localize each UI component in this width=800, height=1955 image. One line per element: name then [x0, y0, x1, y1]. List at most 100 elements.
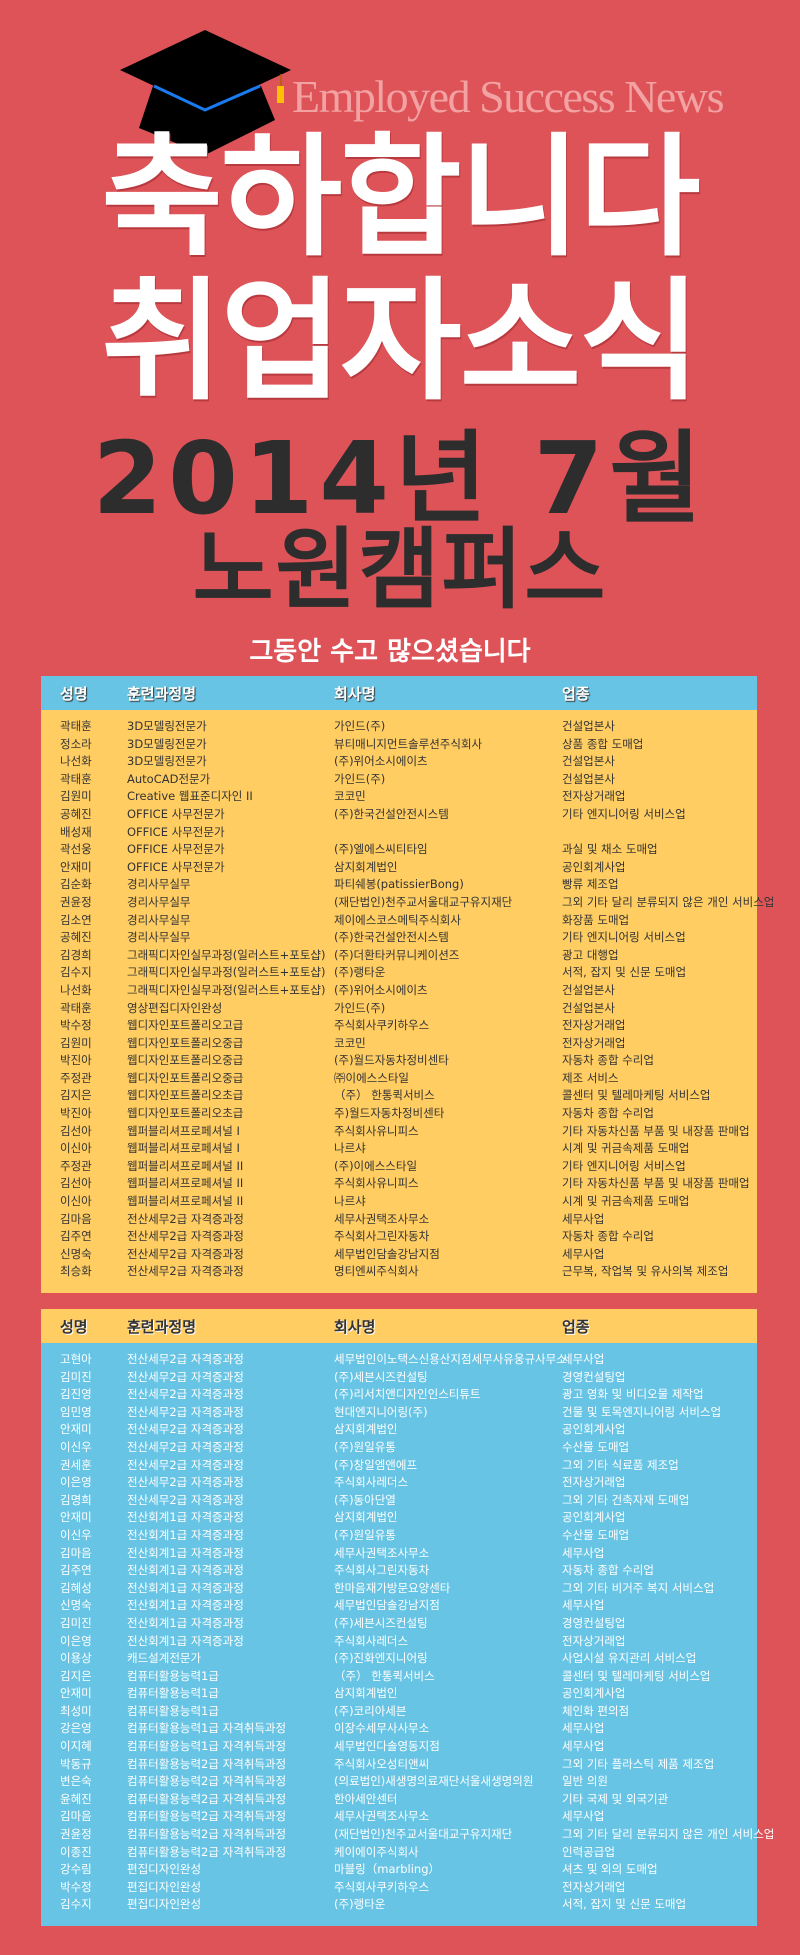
cell-name: 안재미	[60, 1422, 92, 1437]
cell-course: 웹디자인포트폴리오중급	[127, 1035, 244, 1050]
date-heading: 2014년 7월	[92, 420, 708, 537]
cell-name: 신명숙	[60, 1246, 92, 1261]
cell-industry: 경영컨설팅업	[562, 1369, 626, 1384]
cell-company: (주)리서치앤디자인인스티튜트	[334, 1387, 481, 1402]
cell-name: 박진아	[60, 1106, 92, 1121]
table-row: 곽태훈 AutoCAD전문가 가인드(주) 건설업본사	[41, 771, 757, 789]
cell-name: 김마음	[60, 1809, 92, 1824]
cell-company: (의료법인)새생명의료재단서울새생명의원	[334, 1774, 534, 1789]
cell-company: 마블링（marbling）	[334, 1862, 440, 1877]
cell-course: 전산세무2급 자격증과정	[127, 1475, 244, 1490]
cell-name: 김지은	[60, 1088, 92, 1103]
cell-name: 이신아	[60, 1141, 92, 1156]
cell-name: 박수정	[60, 1879, 92, 1894]
cell-industry: 세무사업	[562, 1246, 605, 1261]
table-row: 권세훈 전산세무2급 자격증과정 (주)창일엠앤에프 그외 기타 식료품 제조업	[41, 1457, 757, 1475]
cell-company: (주)창일엠앤에프	[334, 1457, 418, 1472]
cell-course: 웹퍼블리셔프로페셔널 II	[127, 1176, 244, 1191]
cell-company: (주)코리아세븐	[334, 1703, 407, 1718]
cell-name: 김수지	[60, 965, 92, 980]
cell-company: 삼지회계법인	[334, 1686, 398, 1701]
cell-industry: 수산물 도매업	[562, 1439, 630, 1454]
table-row: 김미진 전산회계1급 자격증과정 (주)세븐시즈컨설팅 경영컨설팅업	[41, 1615, 757, 1633]
table-row: 안재미 OFFICE 사무전문가 삼지회계법인 공인회계사업	[41, 859, 757, 877]
table-row: 최승화 전산세무2급 자격증과정 명티엔씨주식회사 근무복, 작업복 및 유사의복 제…	[41, 1263, 757, 1281]
cell-industry: 그외 기타 비거주 복지 서비스업	[562, 1580, 715, 1595]
cell-company: 나르샤	[334, 1194, 366, 1209]
cell-name: 김주연	[60, 1229, 92, 1244]
cell-name: 김지은	[60, 1668, 92, 1683]
cell-course: 웹퍼블리셔프로페셔널 II	[127, 1158, 244, 1173]
cell-industry: 전자상거래업	[562, 1879, 626, 1894]
cell-industry: 수산물 도매업	[562, 1527, 630, 1542]
table-row: 이신아 웹퍼블리셔프로페셔널 I 나르샤 시계 및 귀금속제품 도매업	[41, 1140, 757, 1158]
cell-industry: 광고 대행업	[562, 947, 619, 962]
brand-logo-text: Employed Success News	[292, 71, 724, 122]
table-row: 김마음 컴퓨터활용능력2급 자격취득과정 세무사권택조사무소 세무사업	[41, 1808, 757, 1826]
cell-company: 한아세안센터	[334, 1791, 398, 1806]
table-body: 곽태훈 3D모델링전문가 가인드(주) 건설업본사 정소라 3D모델링전문가 뷰티매니지먼트…	[41, 710, 774, 1293]
cell-company: (재단법인)천주교서울대교구유지재단	[334, 894, 513, 909]
cell-industry: 화장품 도매업	[562, 912, 630, 927]
cell-industry: 근무복, 작업복 및 유사의복 제조업	[562, 1264, 729, 1279]
cell-company: (주)랭타운	[334, 1897, 386, 1912]
cell-course: 전산세무2급 자격증과정	[127, 1369, 244, 1384]
cell-course: OFFICE 사무전문가	[127, 806, 225, 821]
table-row: 김소연 경리사무실무 제이에스코스메틱주식회사 화장품 도매업	[41, 912, 757, 930]
cell-company: 현대엔지니어링(주)	[334, 1404, 428, 1419]
cell-name: 김경희	[60, 947, 92, 962]
cell-industry: 공인회계사업	[562, 1510, 626, 1525]
cell-name: 김주연	[60, 1563, 92, 1578]
cell-course: 컴퓨터활용능력2급 자격취득과정	[127, 1791, 287, 1806]
table-row: 강은영 컴퓨터활용능력1급 자격취득과정 이장수세무사사무소 세무사업	[41, 1720, 757, 1738]
cell-course: 전산회계1급 자격증과정	[127, 1545, 244, 1560]
header-company: 회사명	[334, 685, 376, 703]
header-name: 성명	[60, 1318, 88, 1336]
cell-course: 컴퓨터활용능력2급 자격취득과정	[127, 1827, 287, 1842]
cell-company: 삼지회계법인	[334, 1510, 398, 1525]
cell-name: 김혜성	[60, 1580, 92, 1595]
cell-industry: 세무사업	[562, 1211, 605, 1226]
cell-industry: 그외 기타 건축자재 도매업	[562, 1492, 690, 1507]
cell-course: 전산세무2급 자격증과정	[127, 1211, 244, 1226]
table-row: 고현아 전산세무2급 자격증과정 세무법인이노택스신용산지점세무사유웅규사무소 세무사…	[41, 1351, 757, 1369]
cell-industry: 공인회계사업	[562, 859, 626, 874]
cell-course: 전산세무2급 자격증과정	[127, 1246, 244, 1261]
cell-name: 이신아	[60, 1194, 92, 1209]
cell-company: ㈜이에스스타일	[334, 1070, 409, 1085]
cell-industry: 콜센터 및 텔레마케팅 서비스업	[562, 1668, 711, 1683]
table-row: 배성재 OFFICE 사무전문가	[41, 824, 757, 842]
cell-name: 김선아	[60, 1176, 92, 1191]
cell-course: 컴퓨터활용능력2급 자격취득과정	[127, 1756, 287, 1771]
cell-name: 최승화	[60, 1264, 92, 1279]
cell-industry: 자동차 종합 수리업	[562, 1229, 654, 1244]
cell-name: 이종진	[60, 1844, 92, 1859]
cell-company: 명티엔씨주식회사	[334, 1264, 419, 1279]
table-row: 이신아 웹퍼블리셔프로페셔널 II 나르샤 시계 및 귀금속제품 도매업	[41, 1193, 757, 1211]
cell-company: 주식회사그린자동차	[334, 1229, 430, 1244]
cell-industry: 건설업본사	[562, 1000, 615, 1015]
table-row: 윤혜진 컴퓨터활용능력2급 자격취득과정 한아세안센터 기타 국제 및 외국기관	[41, 1791, 757, 1809]
cell-industry: 전자상거래업	[562, 1475, 626, 1490]
cell-course: 컴퓨터활용능력1급 자격취득과정	[127, 1721, 287, 1736]
cell-company: 세무법인다솔영동지점	[334, 1739, 440, 1754]
cell-industry: 서적, 잡지 및 신문 도매업	[562, 1897, 687, 1912]
cell-course: 전산회계1급 자격증과정	[127, 1527, 244, 1542]
cell-course: 전산회계1급 자격증과정	[127, 1598, 244, 1613]
cell-course: 전산회계1급 자격증과정	[127, 1510, 244, 1525]
cell-name: 김원미	[60, 1035, 92, 1050]
employment-table-1: 성명 훈련과정명 회사명 업종 곽태훈 3D모델링전문가 가인드(주) 건설업본사 정소…	[41, 676, 774, 1293]
table-row: 정소라 3D모델링전문가 뷰티매니지먼트솔루션주식회사 상품 종합 도매업	[41, 736, 757, 754]
cell-course: OFFICE 사무전문가	[127, 842, 225, 857]
cell-industry: 기타 엔지니어링 서비스업	[562, 930, 686, 945]
table-row: 김마음 전산회계1급 자격증과정 세무사권택조사무소 세무사업	[41, 1545, 757, 1563]
cell-company: (주)엘에스씨티타임	[334, 842, 428, 857]
table-row: 권윤정 경리사무실무 (재단법인)천주교서울대교구유지재단 그외 기타 달리 분류되지…	[41, 894, 774, 912]
cell-company: 세무사권택조사무소	[334, 1545, 430, 1560]
cell-name: 안재미	[60, 859, 92, 874]
cell-course: 웹퍼블리셔프로페셔널 I	[127, 1123, 240, 1138]
cell-course: 웹디자인포트폴리오중급	[127, 1070, 244, 1085]
cell-course: 웹디자인포트폴리오초급	[127, 1088, 244, 1103]
cell-company: 주식회사유니피스	[334, 1123, 419, 1138]
table-row: 주정관 웹퍼블리셔프로페셔널 II (주)이에스스타일 기타 엔지니어링 서비스업	[41, 1158, 757, 1176]
